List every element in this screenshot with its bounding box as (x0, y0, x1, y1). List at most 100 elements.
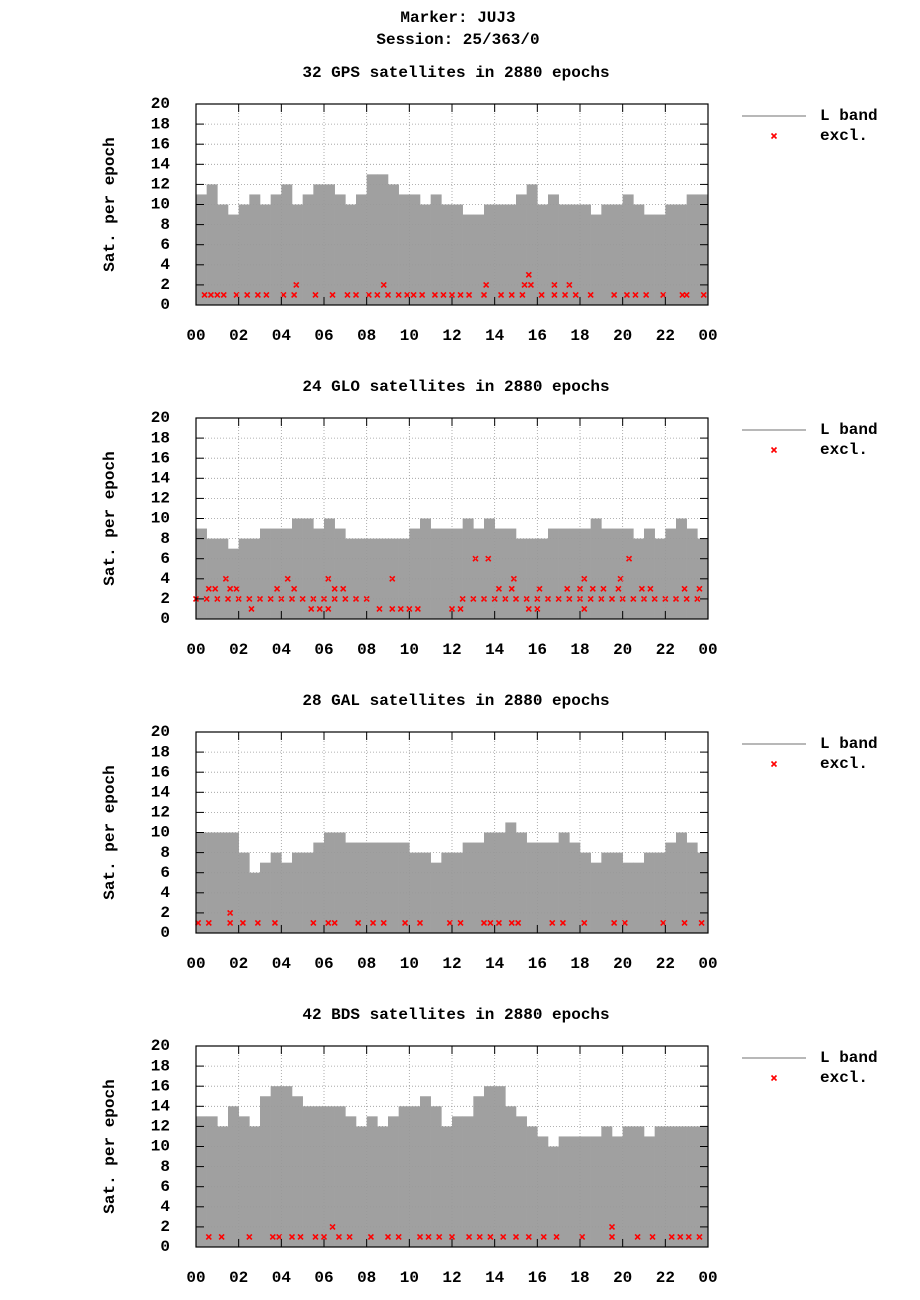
y-tick-label: 18 (151, 115, 170, 133)
excl-marker (487, 1233, 494, 1241)
x-tick-label: 04 (272, 327, 292, 345)
excl-marker (649, 1233, 656, 1241)
band-bar (409, 194, 421, 305)
excl-marker (621, 919, 628, 927)
excl-marker (608, 1233, 616, 1241)
band-bar (569, 842, 581, 933)
x-tick-label: 04 (272, 1269, 292, 1287)
excl-marker (340, 585, 347, 592)
excl-marker (698, 919, 705, 927)
x-tick-label: 02 (229, 641, 248, 659)
excl-marker (498, 291, 505, 299)
x-tick-label: 08 (357, 641, 376, 659)
x-tick-label: 16 (528, 641, 547, 659)
excl-marker (271, 919, 278, 927)
x-tick-label: 02 (229, 1269, 248, 1287)
band-bar (644, 1136, 655, 1247)
excl-marker (508, 291, 515, 299)
band-bar (590, 214, 602, 305)
band-bar (356, 194, 367, 305)
band-bar (494, 832, 506, 933)
excl-marker (683, 595, 690, 602)
band-bar (462, 214, 474, 305)
legend-label: excl. (820, 441, 868, 459)
excl-marker (205, 585, 212, 592)
x-tick-label: 16 (528, 1269, 547, 1287)
band-bar (558, 528, 570, 619)
excl-marker (459, 595, 466, 602)
band-bar (548, 1146, 559, 1247)
band-bar (580, 1136, 591, 1247)
band-bar (590, 1136, 602, 1247)
band-bar (228, 1106, 239, 1247)
band-bar (516, 194, 527, 305)
excl-marker (291, 291, 298, 299)
y-tick-label: 20 (151, 95, 170, 113)
y-tick-label: 10 (151, 1138, 170, 1156)
excl-marker (297, 1233, 304, 1241)
excl-marker (576, 585, 584, 592)
excl-marker (448, 291, 456, 299)
band-bar (260, 1096, 271, 1247)
band-bar (665, 204, 677, 305)
excl-marker (395, 291, 402, 299)
x-tick-label: 20 (613, 1269, 632, 1287)
excl-marker (534, 605, 541, 613)
band-bar (334, 528, 346, 619)
y-tick-label: 14 (151, 156, 171, 174)
excl-marker (638, 585, 645, 592)
excl-marker (500, 1233, 507, 1241)
band-bar (473, 842, 485, 933)
band-bar (430, 862, 442, 933)
excl-marker (600, 585, 607, 592)
band-bar (302, 518, 314, 619)
band-bar (281, 528, 293, 619)
band-bar (558, 832, 570, 933)
band-bar (505, 822, 517, 933)
band-bar (462, 1116, 474, 1247)
band-bar (569, 204, 581, 305)
excl-marker (397, 605, 404, 613)
excl-marker (457, 605, 464, 613)
band-bar (473, 1096, 485, 1247)
excl-marker (681, 919, 688, 927)
excl-marker (495, 585, 502, 592)
band-bar (334, 194, 346, 305)
excl-marker (248, 605, 255, 613)
excl-marker (651, 595, 658, 602)
legend-label: excl. (820, 127, 868, 145)
excl-marker (508, 585, 515, 592)
band-bar (537, 204, 549, 305)
x-tick-label: 06 (314, 955, 333, 973)
band-bar (345, 1116, 357, 1247)
x-tick-label: 22 (656, 1269, 675, 1287)
excl-marker (668, 1233, 675, 1241)
band-bar (249, 538, 261, 619)
band-bar (526, 842, 538, 933)
band-bar (473, 214, 485, 305)
excl-marker (480, 291, 488, 299)
band-bar (462, 518, 474, 619)
x-tick-label: 12 (442, 327, 461, 345)
band-bar (377, 842, 389, 933)
excl-marker (299, 595, 306, 602)
x-tick-label: 04 (272, 641, 292, 659)
band-bar (260, 862, 271, 933)
excl-marker (696, 585, 703, 592)
band-bar (516, 832, 527, 933)
excl-marker (611, 291, 618, 299)
excl-marker (239, 919, 246, 927)
y-tick-label: 12 (151, 1118, 170, 1136)
x-tick-label: 16 (528, 327, 547, 345)
band-bar (601, 204, 613, 305)
panel-title: 28 GAL satellites in 2880 epochs (302, 692, 609, 710)
band-bar (324, 832, 335, 933)
band-bar (441, 204, 453, 305)
band-bar (558, 204, 570, 305)
excl-marker (559, 919, 566, 927)
band-bar (217, 538, 229, 619)
y-tick-label: 2 (160, 904, 170, 922)
band-bar (558, 1136, 570, 1247)
band-bar (398, 194, 410, 305)
